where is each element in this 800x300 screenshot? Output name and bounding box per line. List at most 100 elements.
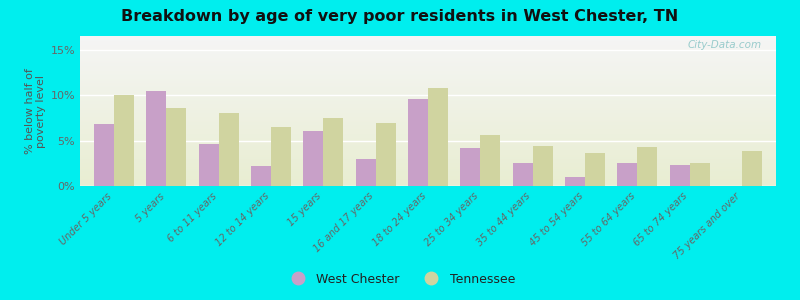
Bar [80,158,776,159]
Bar [80,125,776,126]
Bar [80,174,776,175]
Bar [80,107,776,108]
Bar [80,168,776,169]
Bar [80,37,776,38]
Bar [80,54,776,55]
Bar [461,148,480,186]
Bar [80,103,776,104]
Bar [690,163,710,186]
Bar [80,52,776,53]
Bar [80,108,776,109]
Bar [80,166,776,167]
Bar [80,86,776,87]
Bar [80,147,776,148]
Bar [585,153,605,186]
Bar [80,133,776,134]
Bar [428,88,448,186]
Bar [146,91,166,186]
Bar [80,145,776,146]
Bar [80,165,776,166]
Bar [80,181,776,182]
Bar [80,182,776,183]
Bar [80,40,776,41]
Bar [80,112,776,113]
Bar [80,93,776,94]
Bar [80,176,776,177]
Bar [513,163,533,186]
Bar [80,141,776,142]
Bar [80,170,776,171]
Legend: West Chester, Tennessee: West Chester, Tennessee [280,268,520,291]
Bar [80,126,776,127]
Bar [80,69,776,70]
Bar [80,46,776,47]
Bar [80,85,776,86]
Bar [80,179,776,180]
Bar [80,51,776,52]
Bar [80,73,776,74]
Bar [80,159,776,160]
Bar [80,184,776,185]
Bar [80,68,776,69]
Bar [80,148,776,149]
Bar [80,94,776,95]
Bar [80,55,776,56]
Bar [80,83,776,84]
Bar [80,169,776,170]
Bar [80,137,776,138]
Bar [323,118,343,186]
Bar [80,119,776,120]
Bar [80,110,776,111]
Bar [166,108,186,186]
Bar [80,82,776,83]
Bar [94,124,114,186]
Bar [80,99,776,100]
Bar [80,95,776,96]
Bar [114,95,134,186]
Bar [80,150,776,151]
Bar [80,101,776,102]
Bar [80,41,776,42]
Bar [80,171,776,172]
Bar [80,98,776,99]
Bar [80,105,776,106]
Bar [618,163,638,186]
Bar [80,38,776,39]
Bar [80,72,776,73]
Bar [80,144,776,145]
Bar [80,153,776,154]
Bar [80,173,776,174]
Bar [80,89,776,90]
Bar [356,159,376,186]
Bar [80,162,776,163]
Bar [80,100,776,101]
Bar [80,140,776,141]
Bar [670,165,690,186]
Bar [80,88,776,89]
Bar [80,65,776,66]
Bar [80,50,776,51]
Bar [80,143,776,144]
Bar [80,167,776,168]
Bar [80,151,776,152]
Bar [80,123,776,124]
Bar [80,91,776,92]
Bar [80,157,776,158]
Bar [80,180,776,181]
Bar [80,36,776,37]
Bar [80,178,776,179]
Text: City-Data.com: City-Data.com [688,40,762,50]
Bar [198,144,218,186]
Bar [80,109,776,110]
Bar [80,90,776,91]
Bar [80,49,776,50]
Bar [251,166,271,186]
Bar [80,160,776,161]
Bar [80,114,776,115]
Bar [80,71,776,72]
Bar [638,147,658,186]
Bar [80,44,776,45]
Bar [80,118,776,119]
Bar [80,57,776,58]
Bar [80,138,776,139]
